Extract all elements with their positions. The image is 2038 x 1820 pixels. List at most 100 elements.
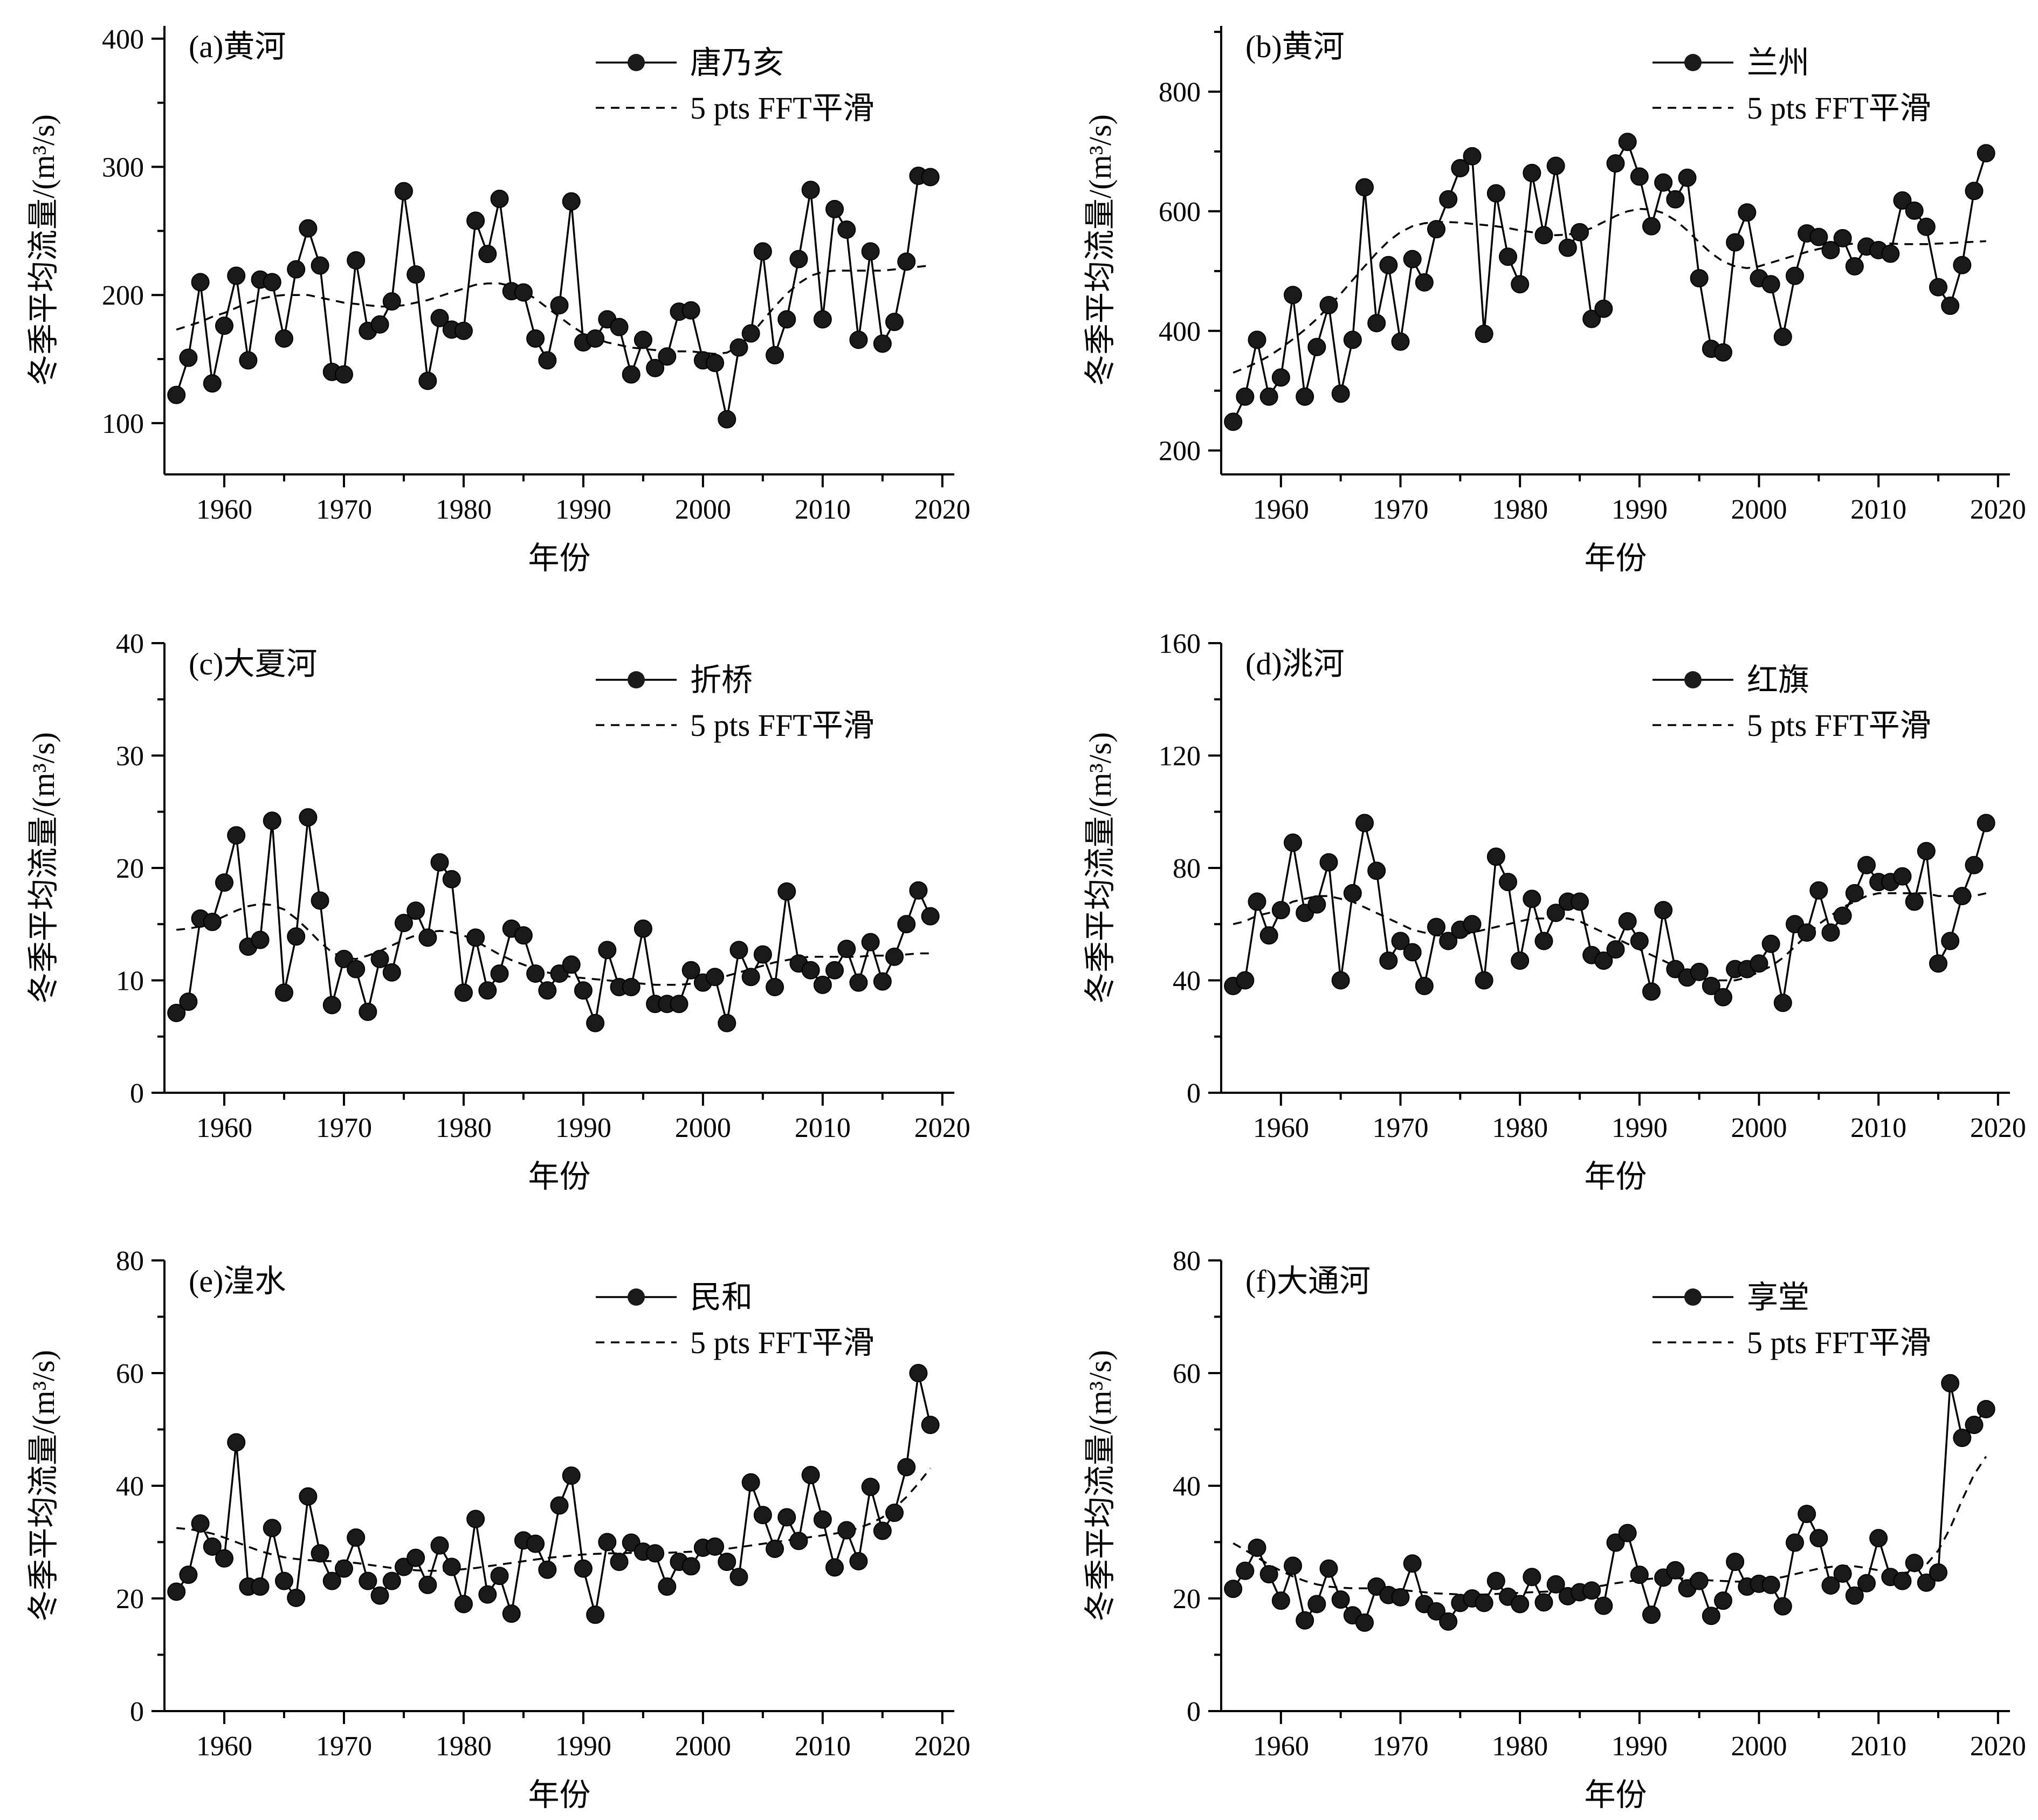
data-point — [1642, 982, 1661, 1001]
chart-panel: 1960 1970 1980 1990 2000 2010 2020 0 20 40 60 80 年份 冬… — [26, 1246, 970, 1812]
y-tick-label: 200 — [102, 280, 144, 311]
data-point — [1798, 1505, 1816, 1523]
data-point — [574, 981, 593, 1000]
data-point — [1486, 1571, 1505, 1590]
data-point — [1893, 867, 1912, 886]
data-point — [1236, 387, 1255, 406]
data-point — [215, 1549, 233, 1568]
data-point — [562, 955, 581, 974]
data-point — [347, 1528, 366, 1547]
data-point — [1391, 332, 1410, 351]
data-point — [1391, 1588, 1410, 1607]
data-point — [1941, 932, 1960, 950]
legend-label-observed: 民和 — [690, 1280, 753, 1315]
data-point — [1965, 182, 1984, 201]
data-point — [1881, 244, 1900, 263]
data-point — [382, 963, 401, 982]
data-point — [263, 1519, 281, 1538]
y-tick-label: 400 — [102, 24, 144, 55]
data-point — [789, 250, 808, 268]
data-point — [1606, 1533, 1625, 1552]
data-point — [1523, 1568, 1541, 1587]
data-point — [1271, 368, 1290, 387]
data-point — [1857, 856, 1876, 874]
data-point — [897, 252, 916, 271]
data-point — [1726, 233, 1745, 252]
data-point — [287, 927, 306, 946]
data-point — [1702, 1607, 1720, 1625]
y-tick-label: 300 — [102, 152, 144, 183]
data-point — [1821, 241, 1840, 259]
data-point — [1224, 412, 1243, 431]
data-point — [538, 981, 557, 1000]
data-point — [1953, 887, 1972, 906]
x-tick-label: 2020 — [1970, 494, 2026, 525]
data-point — [1666, 190, 1685, 209]
data-point — [1511, 275, 1530, 294]
legend-label-observed: 享堂 — [1747, 1280, 1809, 1315]
data-point — [921, 907, 940, 926]
y-tick-label: 30 — [116, 741, 144, 772]
data-point — [1690, 269, 1709, 288]
data-point — [1618, 912, 1637, 931]
data-point — [825, 1558, 844, 1577]
observed-series-line — [1232, 139, 1987, 423]
data-point — [1905, 201, 1924, 220]
data-point — [837, 220, 856, 239]
data-point — [1833, 1564, 1852, 1583]
data-point — [1630, 167, 1649, 186]
data-point — [1415, 976, 1434, 995]
data-point — [1319, 1559, 1338, 1578]
data-point — [1941, 1374, 1960, 1392]
data-point — [215, 873, 233, 892]
data-point — [1953, 256, 1972, 274]
data-point — [813, 1510, 832, 1529]
data-point — [311, 256, 329, 275]
legend-label-smooth: 5 pts FFT平滑 — [690, 1325, 875, 1360]
data-point — [1331, 1590, 1350, 1609]
data-point — [322, 996, 341, 1015]
y-tick-label: 40 — [116, 1471, 144, 1502]
data-point — [1271, 901, 1290, 920]
data-point — [1523, 890, 1541, 908]
data-point — [251, 1577, 270, 1596]
x-tick-label: 1980 — [1492, 1731, 1548, 1762]
x-tick-label: 1960 — [196, 1731, 252, 1762]
data-point — [873, 972, 892, 991]
y-tick-label: 60 — [1173, 1359, 1201, 1389]
data-point — [1439, 190, 1458, 209]
data-point — [681, 1557, 700, 1576]
data-point — [1714, 1591, 1732, 1610]
data-point — [849, 330, 868, 349]
y-axis-title: 冬季平均流量/(m³/s) — [1083, 114, 1118, 386]
legend-label-smooth: 5 pts FFT平滑 — [1747, 1325, 1931, 1360]
data-point — [1786, 1533, 1804, 1552]
data-point — [442, 1557, 461, 1576]
data-point — [1571, 892, 1589, 911]
data-point — [1439, 932, 1458, 950]
legend-label-smooth: 5 pts FFT平滑 — [690, 91, 875, 126]
x-tick-label: 1970 — [316, 1113, 372, 1143]
data-point — [598, 1533, 617, 1552]
data-point — [311, 891, 329, 910]
data-point — [741, 1473, 760, 1492]
data-point — [1546, 156, 1565, 175]
y-axis-title: 冬季平均流量/(m³/s) — [26, 732, 61, 1004]
data-point — [1642, 217, 1661, 236]
data-point — [502, 1604, 521, 1623]
data-point — [766, 346, 784, 364]
legend-label-smooth: 5 pts FFT平滑 — [1747, 708, 1931, 743]
data-point — [1307, 337, 1326, 356]
y-axis-title: 冬季平均流量/(m³/s) — [26, 1350, 61, 1622]
data-point — [1929, 954, 1947, 973]
data-point — [274, 1571, 293, 1590]
data-point — [299, 1487, 318, 1506]
data-point — [801, 1466, 820, 1485]
x-tick-label: 2020 — [1970, 1731, 2026, 1762]
data-point — [1905, 892, 1924, 911]
y-tick-label: 120 — [1159, 741, 1201, 772]
data-point — [1296, 1611, 1314, 1630]
data-point — [394, 914, 413, 933]
x-tick-label: 1990 — [555, 1731, 611, 1762]
